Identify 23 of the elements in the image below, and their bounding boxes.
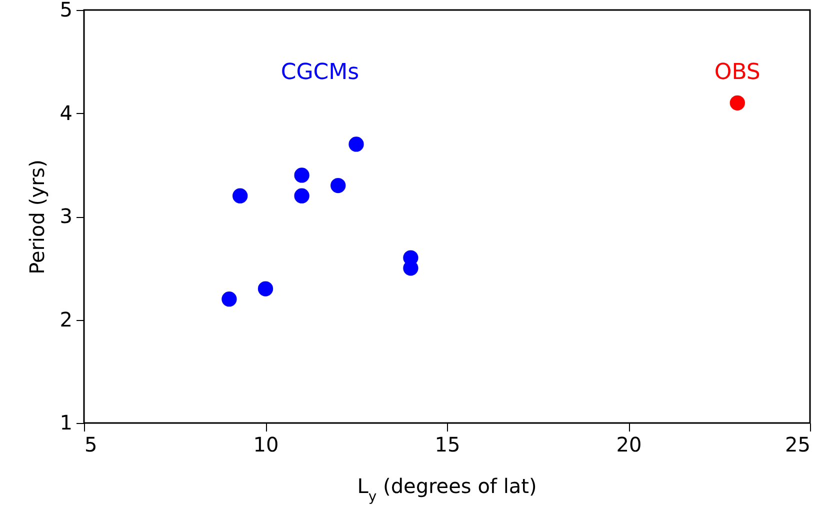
point — [222, 292, 237, 307]
x-axis-title: L$_{y}$ (degrees of lat) — [357, 474, 537, 505]
series-label: OBS — [714, 60, 760, 85]
y-tick-label: 5 — [60, 0, 72, 22]
y-tick-label: 4 — [60, 100, 72, 125]
point — [330, 178, 346, 194]
y-tick-label: 2 — [60, 307, 72, 332]
x-tick-label: 25 — [785, 432, 810, 456]
y-tick-label: 1 — [60, 410, 72, 434]
text: CGCMs — [280, 60, 360, 85]
y-tick-label: 3 — [60, 204, 72, 228]
point — [730, 95, 745, 110]
y-axis-title: Period (yrs) — [24, 160, 49, 274]
point — [403, 260, 418, 276]
x-tick-label: 15 — [434, 432, 460, 456]
x-tick-label: 20 — [616, 432, 642, 456]
point — [258, 281, 274, 296]
point — [348, 136, 364, 152]
x-tick-label: 5 — [84, 432, 98, 456]
point — [294, 168, 310, 183]
x-tick-label: 10 — [253, 432, 279, 456]
point — [294, 188, 310, 204]
point — [232, 188, 248, 204]
